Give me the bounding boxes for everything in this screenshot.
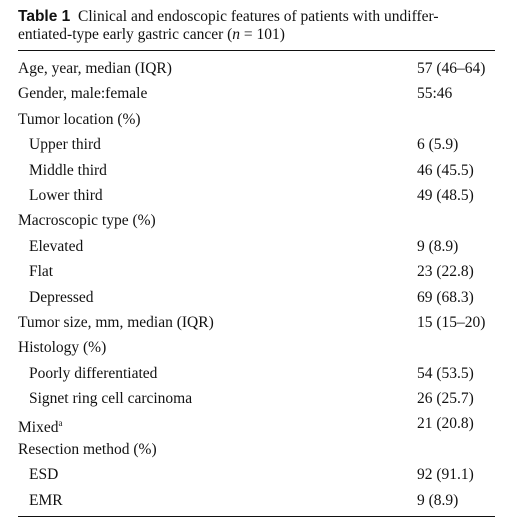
row: Lower third 49 (48.5)	[18, 183, 495, 208]
cell: Tumor location (%)	[18, 110, 141, 128]
row: Resection method (%)	[18, 437, 495, 462]
cell: 15 (15–20)	[417, 313, 486, 331]
cell: Depressed	[29, 288, 94, 306]
row: ESD 92 (91.1)	[18, 462, 495, 487]
cell: 55:46	[417, 85, 453, 103]
row: Mixeda 21 (20.8)	[18, 411, 495, 436]
cell: 6 (5.9)	[417, 136, 459, 154]
cell: 92 (91.1)	[417, 466, 474, 484]
footnote-mark: a	[58, 418, 63, 429]
cell: 46 (45.5)	[417, 161, 474, 179]
row: Histology (%)	[18, 335, 495, 360]
cell: 26 (25.7)	[417, 390, 474, 408]
cell: Histology (%)	[18, 339, 107, 357]
cell: Poorly differentiated	[29, 364, 158, 382]
cell-text: Mixed	[18, 419, 59, 437]
caption: Table 1 Clinical and endoscopic features…	[18, 8, 498, 44]
cell: Middle third	[29, 161, 107, 179]
cell: Upper third	[29, 136, 101, 154]
cell: 57 (46–64)	[417, 60, 486, 77]
cell: ESD	[29, 466, 59, 484]
row: Flat 23 (22.8)	[18, 259, 495, 284]
cell: Mixeda	[18, 411, 62, 441]
cell: Macroscopic type (%)	[18, 212, 156, 230]
cell: Age, year, median (IQR)	[18, 60, 172, 77]
cell: 21 (20.8)	[417, 415, 474, 433]
row: Upper third 6 (5.9)	[18, 132, 495, 157]
cell: Resection method (%)	[18, 440, 157, 458]
cell: EMR	[29, 491, 63, 509]
cell: 69 (68.3)	[417, 288, 474, 306]
cell: Flat	[29, 263, 54, 281]
caption-text: = 101)	[240, 26, 285, 43]
caption-label: Table 1	[18, 8, 71, 25]
cell: Lower third	[29, 186, 103, 204]
row: Middle third 46 (45.5)	[18, 158, 495, 183]
row: Tumor size, mm, median (IQR) 15 (15–20)	[18, 310, 495, 335]
row: EMR 9 (8.9)	[18, 488, 495, 513]
cell: 9 (8.9)	[417, 237, 459, 255]
row: Poorly differentiated 54 (53.5)	[18, 361, 495, 386]
cell: 9 (8.9)	[417, 491, 459, 509]
cell: Signet ring cell carcinoma	[29, 390, 193, 408]
row: Macroscopic type (%)	[18, 208, 495, 233]
row: Gender, male:female 55:46	[18, 81, 495, 106]
row: Elevated 9 (8.9)	[18, 234, 495, 259]
cell: Gender, male:female	[18, 85, 148, 103]
row: Tumor location (%)	[18, 107, 495, 132]
top-rule	[18, 50, 495, 51]
bottom-rule	[18, 516, 495, 517]
table: Age, year, median (IQR) 57 (46–64) Gender…	[18, 56, 495, 513]
row: Signet ring cell carcinoma 26 (25.7)	[18, 386, 495, 411]
cell: Elevated	[29, 237, 84, 255]
caption-text: Clinical and endoscopic features of pati…	[78, 8, 439, 25]
cell: 54 (53.5)	[417, 364, 474, 382]
cell: Tumor size, mm, median (IQR)	[18, 313, 214, 331]
row: Age, year, median (IQR) 57 (46–64)	[18, 56, 495, 81]
cell: 23 (22.8)	[417, 263, 474, 281]
cell: 49 (48.5)	[417, 186, 474, 204]
caption-italic: n	[232, 26, 241, 43]
row: Depressed 69 (68.3)	[18, 285, 495, 310]
caption-text: entiated-type early gastric cancer (	[18, 26, 233, 43]
